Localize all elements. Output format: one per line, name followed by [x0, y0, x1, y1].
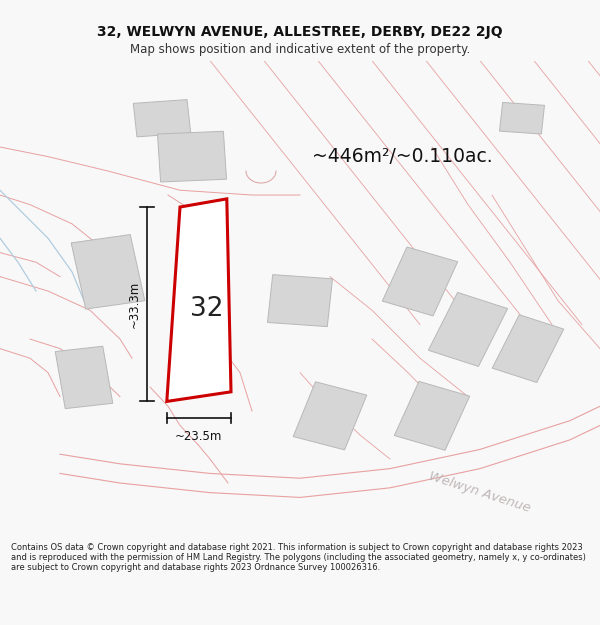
Text: 32: 32: [190, 296, 224, 322]
Polygon shape: [133, 99, 191, 137]
Text: Contains OS data © Crown copyright and database right 2021. This information is : Contains OS data © Crown copyright and d…: [11, 542, 586, 572]
Polygon shape: [71, 234, 145, 309]
Text: Map shows position and indicative extent of the property.: Map shows position and indicative extent…: [130, 43, 470, 56]
Polygon shape: [382, 247, 458, 316]
Text: 32, WELWYN AVENUE, ALLESTREE, DERBY, DE22 2JQ: 32, WELWYN AVENUE, ALLESTREE, DERBY, DE2…: [97, 25, 503, 39]
Polygon shape: [157, 131, 227, 182]
Polygon shape: [55, 346, 113, 409]
Polygon shape: [268, 274, 332, 327]
Polygon shape: [492, 315, 564, 382]
Polygon shape: [167, 199, 231, 401]
Polygon shape: [428, 292, 508, 366]
Text: ~23.5m: ~23.5m: [175, 430, 223, 443]
Text: ~33.3m: ~33.3m: [127, 281, 140, 328]
Polygon shape: [500, 102, 544, 134]
Text: ~446m²/~0.110ac.: ~446m²/~0.110ac.: [312, 147, 493, 166]
Polygon shape: [394, 381, 470, 450]
Polygon shape: [293, 382, 367, 450]
Text: Welwyn Avenue: Welwyn Avenue: [427, 470, 533, 515]
